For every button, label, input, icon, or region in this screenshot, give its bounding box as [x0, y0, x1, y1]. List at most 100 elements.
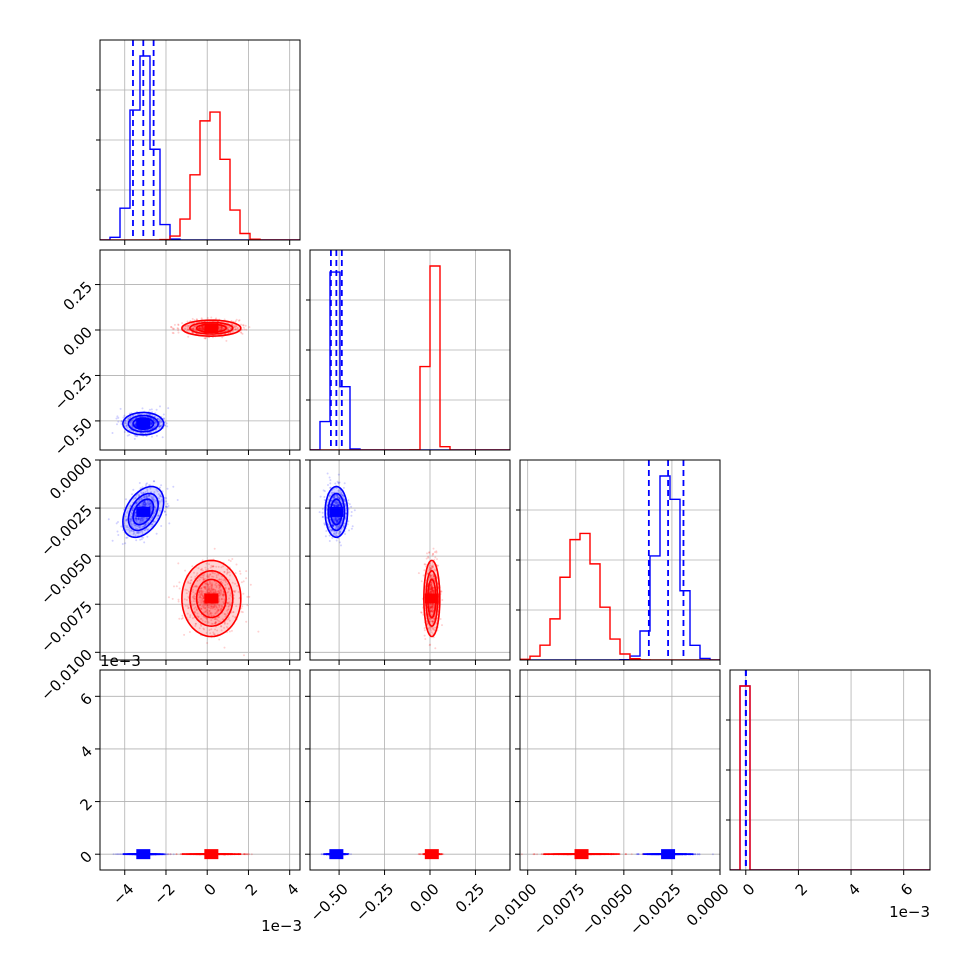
- sample-point: [335, 504, 338, 507]
- sample-point: [193, 325, 196, 328]
- sample-point: [428, 551, 431, 554]
- sample-point: [107, 518, 110, 521]
- sample-point: [424, 638, 427, 640]
- sample-point: [194, 622, 197, 625]
- sample-point: [430, 605, 433, 608]
- sample-point: [136, 501, 139, 504]
- sample-point: [150, 510, 153, 513]
- sample-point: [131, 523, 134, 526]
- sample-point: [211, 606, 213, 608]
- sample-point: [148, 408, 151, 411]
- sample-point: [435, 550, 438, 553]
- sample-point: [201, 605, 204, 608]
- sample-point: [201, 593, 204, 596]
- sample-point: [431, 574, 434, 577]
- sample-point: [328, 494, 331, 497]
- sample-point: [432, 591, 435, 594]
- sample-point: [208, 609, 211, 612]
- sample-point: [430, 631, 433, 634]
- sample-point: [184, 588, 187, 591]
- sample-point: [133, 505, 136, 508]
- sample-point: [137, 532, 140, 535]
- sample-point: [218, 583, 221, 586]
- sample-point: [206, 575, 209, 578]
- sample-point: [165, 505, 168, 508]
- sample-point: [193, 571, 195, 574]
- sample-point: [430, 585, 433, 588]
- sample-point: [195, 574, 198, 577]
- sample-point: [146, 501, 149, 504]
- sample-point: [430, 610, 433, 613]
- sample-point: [336, 504, 339, 507]
- density-peak: [204, 593, 219, 604]
- sample-point: [336, 519, 339, 522]
- sample-point: [224, 581, 227, 583]
- sample-point: [206, 604, 209, 607]
- sample-point: [143, 504, 146, 507]
- sample-point: [429, 566, 432, 569]
- sample-point: [209, 591, 212, 594]
- sample-point: [212, 565, 215, 568]
- sample-point: [214, 622, 217, 625]
- sample-point: [129, 505, 132, 508]
- sample-point: [431, 587, 434, 590]
- sample-point: [192, 322, 195, 325]
- sample-point: [231, 323, 234, 326]
- sample-point: [209, 566, 212, 569]
- sample-point: [191, 328, 194, 331]
- sample-point: [431, 588, 434, 591]
- sample-point: [131, 509, 134, 512]
- sample-point: [229, 327, 232, 330]
- sample-point: [202, 606, 205, 609]
- sample-point: [219, 588, 222, 591]
- sample-point: [142, 505, 145, 507]
- sample-point: [338, 517, 341, 520]
- sample-point: [152, 418, 155, 421]
- sample-point: [151, 435, 153, 438]
- contour-line: [422, 559, 441, 638]
- sample-point: [135, 517, 138, 520]
- sample-point: [170, 326, 172, 328]
- sample-point: [152, 419, 155, 422]
- sample-point: [338, 532, 340, 535]
- sample-point: [124, 421, 127, 424]
- sample-point: [202, 325, 205, 328]
- sample-point: [201, 594, 204, 597]
- sample-point: [173, 585, 175, 588]
- sample-point: [430, 587, 433, 590]
- sample-point: [229, 604, 232, 606]
- sample-point: [149, 422, 152, 425]
- sample-point: [434, 556, 437, 559]
- sample-point: [335, 504, 338, 507]
- sample-point: [429, 583, 432, 586]
- sample-point: [208, 563, 210, 566]
- sample-point: [322, 515, 324, 518]
- sample-point: [429, 574, 432, 577]
- sample-point: [200, 327, 202, 330]
- sample-point: [154, 420, 157, 422]
- sample-point: [330, 491, 333, 494]
- sample-point: [332, 517, 335, 520]
- sample-point: [166, 425, 169, 428]
- sample-point: [200, 317, 203, 320]
- density-peak: [424, 593, 439, 604]
- sample-point: [134, 518, 137, 520]
- sample-point: [186, 589, 188, 592]
- sample-point: [200, 593, 203, 596]
- sample-point: [220, 327, 223, 330]
- sample-point: [429, 603, 432, 606]
- sample-point: [217, 590, 220, 593]
- sample-point: [432, 591, 435, 594]
- sample-point: [432, 627, 435, 630]
- sample-point: [151, 516, 154, 519]
- sample-point: [200, 607, 203, 610]
- sample-point: [423, 629, 426, 632]
- sample-point: [129, 416, 132, 419]
- sample-point: [212, 588, 215, 591]
- sample-point: [218, 327, 221, 330]
- sample-point: [334, 482, 337, 485]
- sample-point: [218, 587, 221, 590]
- sample-point: [125, 524, 128, 527]
- sample-point: [142, 536, 145, 539]
